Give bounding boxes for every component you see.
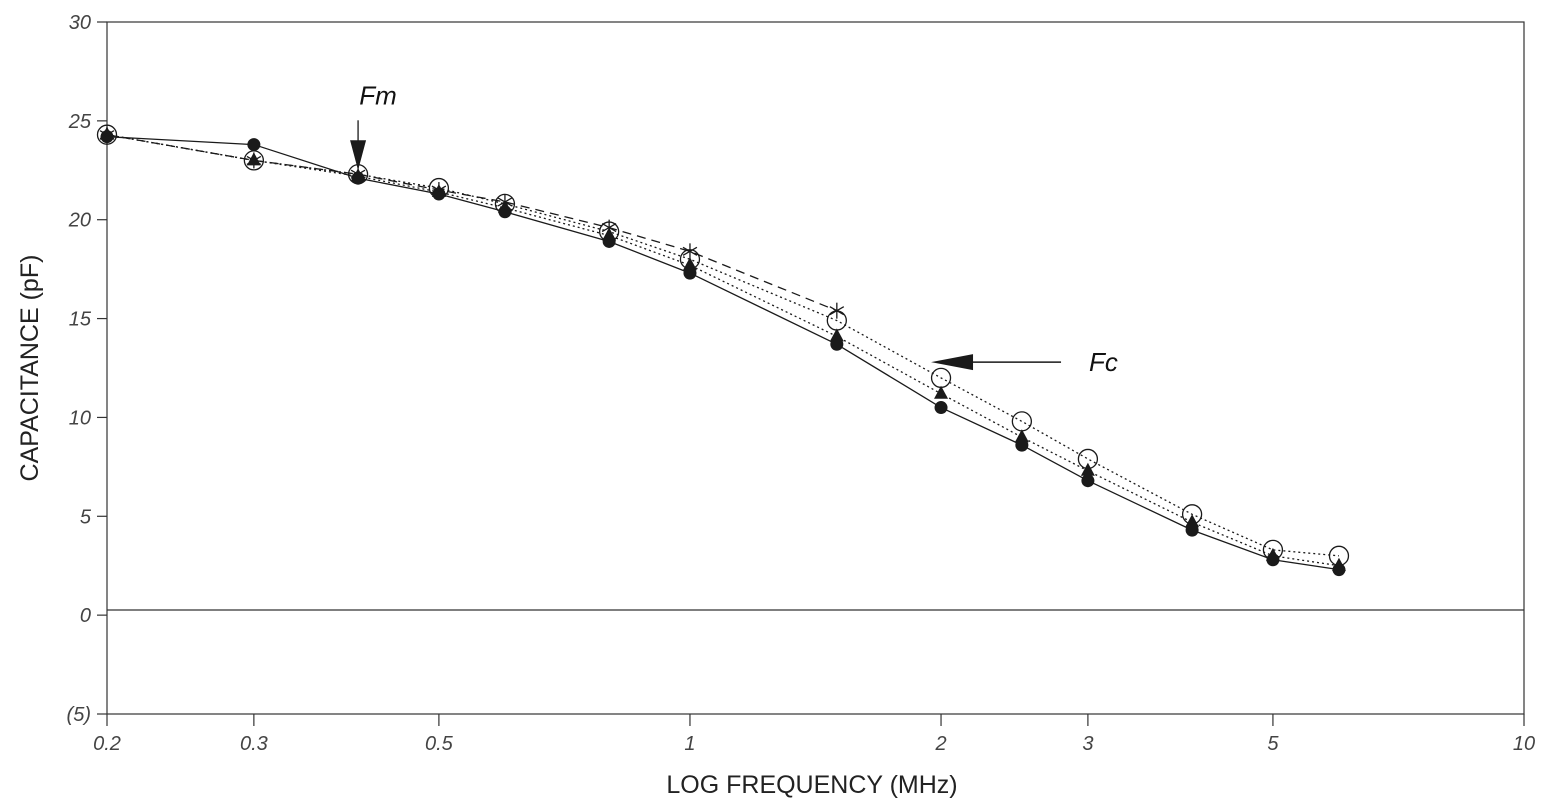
data-point-series-4 xyxy=(497,193,513,210)
series-line-1 xyxy=(106,136,1340,571)
x-axis-ticks: 0.2 0.3 0.5 1 2 3 5 10 xyxy=(93,714,1535,755)
x-tick-label: 3 xyxy=(1082,733,1093,755)
annotation-fm-arrow-head xyxy=(350,140,367,171)
y-tick-label: 30 xyxy=(69,12,91,34)
data-point-series-2 xyxy=(1014,429,1029,443)
data-point-series-2 xyxy=(1331,557,1346,571)
series-line-2 xyxy=(106,134,1340,567)
y-tick-label: 0 xyxy=(80,605,91,627)
data-point-series-2 xyxy=(1080,462,1095,476)
data-point-series-4 xyxy=(829,302,845,319)
x-tick-label: 1 xyxy=(684,733,695,755)
x-axis-label: LOG FREQUENCY (MHz) xyxy=(666,771,957,799)
y-tick-label: 10 xyxy=(69,407,91,429)
y-axis-label: CAPACITANCE (pF) xyxy=(16,255,44,482)
annotations: Fm Fc xyxy=(350,80,1118,377)
y-tick-label: 5 xyxy=(80,506,92,528)
data-point-series-4 xyxy=(601,219,617,236)
x-tick-label: 0.5 xyxy=(425,733,454,755)
data-point-series-3 xyxy=(1262,539,1284,561)
data-point-series-1 xyxy=(1081,474,1095,488)
data-point-series-3 xyxy=(930,367,952,389)
data-point-series-3 xyxy=(1077,448,1099,470)
data-point-series-2 xyxy=(682,257,697,271)
data-point-series-3 xyxy=(1011,411,1033,432)
series-line-4 xyxy=(106,134,838,312)
x-tick-label: 5 xyxy=(1267,733,1279,755)
data-point-series-3 xyxy=(96,124,118,145)
y-tick-label: (5) xyxy=(67,704,91,726)
data-point-series-2 xyxy=(1265,547,1280,561)
data-point-series-4 xyxy=(99,126,115,143)
data-point-series-3 xyxy=(1328,545,1350,566)
series-line-3 xyxy=(106,134,1340,557)
annotation-fc-arrow-head xyxy=(931,354,974,371)
x-tick-label: 10 xyxy=(1513,733,1535,755)
x-tick-label: 0.3 xyxy=(240,733,268,755)
data-point-series-3 xyxy=(1181,504,1203,525)
y-tick-label: 20 xyxy=(68,210,91,232)
data-point-series-1 xyxy=(934,401,948,415)
data-point-series-1 xyxy=(247,138,261,152)
series-lines xyxy=(106,134,1340,571)
y-tick-label: 25 xyxy=(68,111,92,133)
y-tick-label: 15 xyxy=(69,309,92,331)
y-axis-ticks: (5) 0 5 10 15 20 25 30 xyxy=(67,12,107,726)
data-point-series-3 xyxy=(243,150,265,171)
plot-frame xyxy=(106,21,1525,715)
x-tick-label: 0.2 xyxy=(93,733,121,755)
annotation-fm-label: Fm xyxy=(359,80,397,110)
data-point-series-2 xyxy=(829,328,844,342)
data-point-series-4 xyxy=(246,152,262,169)
data-point-series-2 xyxy=(934,385,949,399)
x-tick-label: 2 xyxy=(934,733,946,755)
annotation-fc-label: Fc xyxy=(1089,347,1118,377)
data-point-series-4 xyxy=(682,243,698,260)
data-point-series-4 xyxy=(431,182,447,199)
data-point-series-2 xyxy=(1185,514,1200,528)
series-markers xyxy=(96,124,1350,577)
